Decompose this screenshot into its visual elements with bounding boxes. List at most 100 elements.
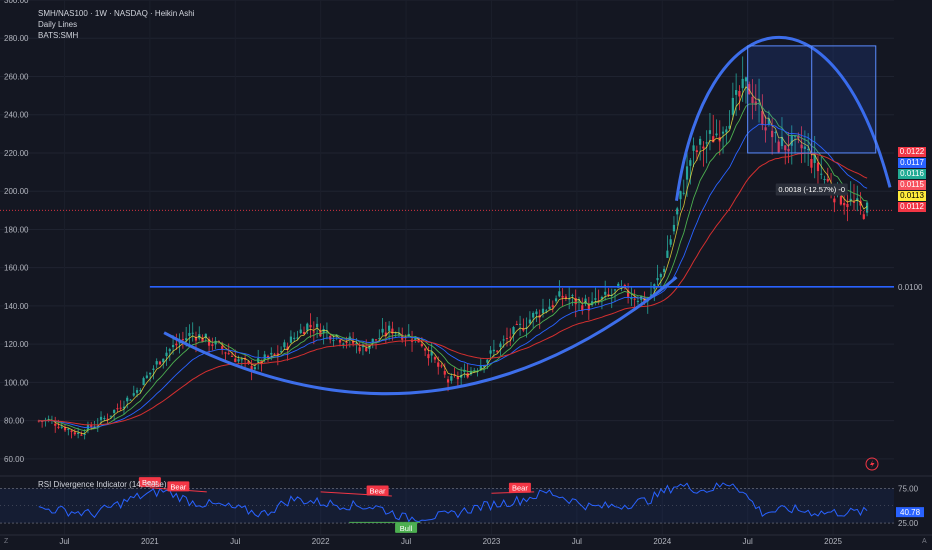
candle-body <box>679 191 682 200</box>
candle-body <box>725 129 728 133</box>
candle-body <box>135 390 139 393</box>
candle-body <box>587 305 590 311</box>
cup-arc <box>163 276 678 396</box>
lightning-icon <box>865 457 879 471</box>
candle-body <box>738 90 741 97</box>
candle-body <box>751 96 754 104</box>
candle-body <box>545 310 548 312</box>
candle-body <box>535 311 538 315</box>
timezone-corner[interactable]: Z <box>4 538 9 545</box>
candle-body <box>109 415 112 417</box>
candle-body <box>54 423 57 426</box>
y-tick-label: 240.00 <box>4 111 29 120</box>
rsi-axis-label: 75.00 <box>898 484 919 493</box>
candle-body <box>708 130 712 134</box>
candle-body <box>286 346 289 350</box>
candle-body <box>384 332 387 336</box>
price-tag: 0.0117 <box>898 158 926 168</box>
divergence-label-bg <box>395 522 418 533</box>
candle-body <box>515 323 518 325</box>
candle-body <box>499 343 502 348</box>
candle-body <box>594 298 597 300</box>
candle-body <box>302 332 306 335</box>
candle-body <box>430 351 433 356</box>
candle-body <box>293 337 296 339</box>
candle-body <box>541 308 545 313</box>
candle-body <box>865 202 869 213</box>
candle-body <box>342 343 345 345</box>
candle-body <box>754 101 757 105</box>
candle-body <box>374 339 378 341</box>
candle-body <box>352 340 355 344</box>
candle-body <box>73 432 76 435</box>
candle-body <box>551 305 554 308</box>
candle-body <box>636 300 640 302</box>
x-tick-label: Jul <box>230 537 240 546</box>
candle-body <box>685 166 689 180</box>
candle-body <box>731 97 734 115</box>
candle-body <box>204 333 207 338</box>
candle-body <box>162 358 165 363</box>
y-tick-label: 180.00 <box>4 225 29 234</box>
candle-body <box>158 361 162 365</box>
candle-body <box>604 291 607 295</box>
candle-body <box>221 346 224 349</box>
rounded-top-arc <box>675 36 892 201</box>
candle-body <box>185 338 188 341</box>
candle-body <box>581 305 584 311</box>
auto-scale-corner[interactable]: A <box>922 538 927 545</box>
candle-body <box>175 343 178 346</box>
candle-body <box>440 365 443 367</box>
candle-body <box>273 353 276 355</box>
y-tick-label: 160.00 <box>4 264 29 273</box>
symbol-title: SMH/NAS100 · 1W · NASDAQ · Heikin Ashi <box>38 9 195 18</box>
candle-body <box>528 319 531 324</box>
candle-body <box>279 351 283 353</box>
candle-body <box>630 298 633 300</box>
candle-body <box>813 154 816 163</box>
candle-body <box>456 376 459 380</box>
candle-body <box>250 365 253 371</box>
divergence-label: Bear <box>170 482 186 491</box>
candle-body <box>666 250 669 258</box>
candle-body <box>424 348 427 351</box>
candle-body <box>103 418 106 420</box>
candle-body <box>741 78 744 89</box>
divergence-label-bg <box>366 485 389 496</box>
candle-body <box>391 328 394 334</box>
divergence-label-bg <box>167 481 190 492</box>
candle-body <box>306 323 309 331</box>
candle-body <box>633 298 636 300</box>
candle-body <box>388 325 391 331</box>
candle-body <box>617 283 620 288</box>
indicator-daily-lines: Daily Lines <box>38 20 78 29</box>
candle-body <box>862 214 865 219</box>
candle-body <box>201 337 204 342</box>
candle-body <box>761 110 764 126</box>
candle-body <box>558 291 561 297</box>
candle-body <box>849 198 852 202</box>
candle-body <box>774 132 777 134</box>
candle-body <box>839 196 842 205</box>
candle-body <box>155 361 158 365</box>
candle-body <box>767 118 770 125</box>
candle-body <box>191 332 194 334</box>
candle-body <box>188 332 191 336</box>
candle-body <box>568 298 571 300</box>
candle-body <box>780 136 784 147</box>
candle-body <box>803 146 806 149</box>
candle-body <box>414 336 417 341</box>
price-tag: 0.0122 <box>898 147 926 157</box>
candle-body <box>309 324 312 328</box>
divergence-label-bg <box>138 477 161 488</box>
x-tick-label: Jul <box>743 537 753 546</box>
candle-body <box>227 353 230 355</box>
candle-body <box>469 370 473 375</box>
candle-body <box>450 376 453 381</box>
candle-body <box>607 294 610 296</box>
candle-body <box>771 130 774 138</box>
candle-body <box>856 198 859 202</box>
candle-body <box>663 268 666 273</box>
